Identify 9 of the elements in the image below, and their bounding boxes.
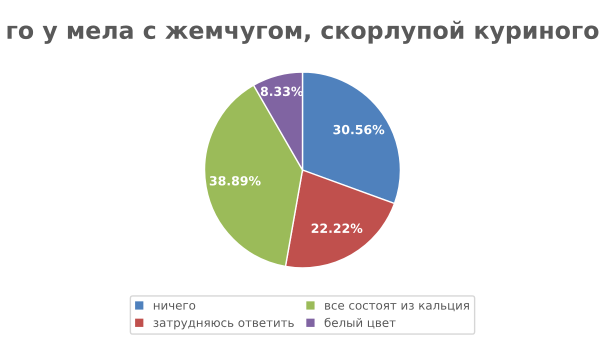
data-label: 22.22% (312, 224, 362, 233)
data-label: 8.33% (260, 86, 304, 96)
legend-label: ничего (154, 302, 196, 310)
legend-label: затрудняюсь ответить (154, 320, 294, 330)
legend-label: белый цвет (324, 318, 396, 329)
chart-title: го у мела с жемчугом, скорлупой куриного (8, 20, 598, 44)
legend-label: все состоят из кальция (325, 302, 469, 312)
data-label: 30.56% (333, 124, 384, 134)
data-label: 38.89% (210, 176, 261, 186)
